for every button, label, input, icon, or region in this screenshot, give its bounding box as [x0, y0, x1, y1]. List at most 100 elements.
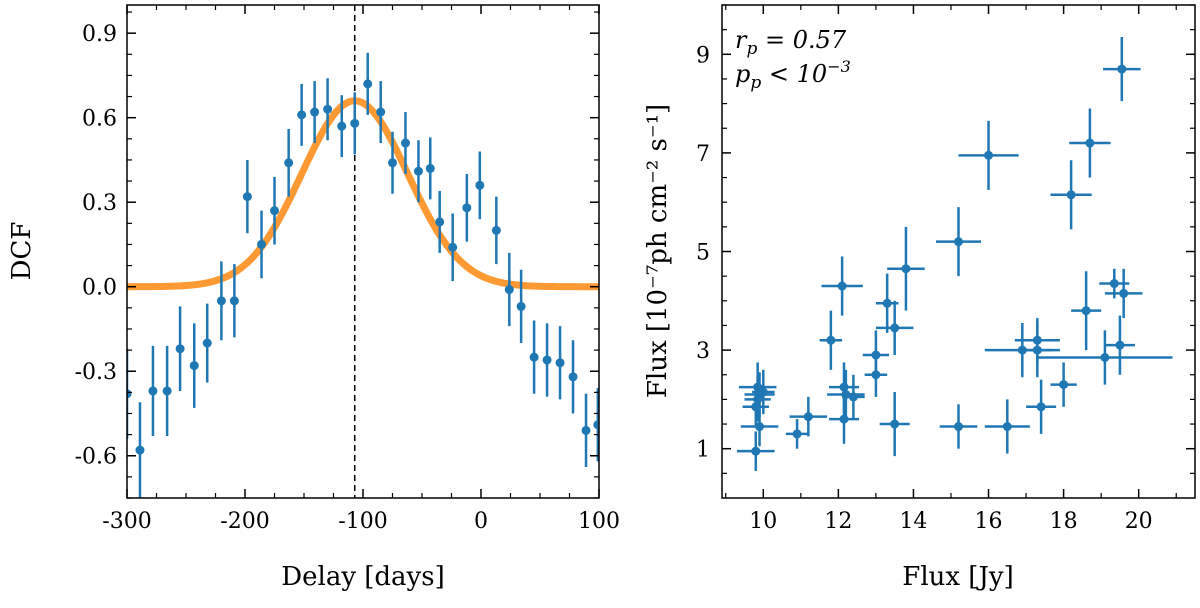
flux-xtick-label: 14: [899, 509, 927, 534]
dcf-point: [310, 81, 320, 144]
dcf-marker: [229, 296, 239, 306]
flux-point: [1026, 379, 1057, 434]
dcf-marker: [491, 225, 501, 235]
dcf-point: [175, 306, 185, 391]
dcf-marker: [257, 239, 267, 249]
dcf-ytick-label: -0.6: [75, 445, 117, 470]
dcf-point: [475, 151, 485, 220]
flux-marker: [1115, 340, 1125, 350]
flux-point: [1050, 362, 1077, 407]
flux-ticks: 10 12 14 16 18 20 1 3 5 7 9: [696, 4, 1195, 534]
dcf-marker: [413, 166, 423, 176]
dcf-marker: [337, 121, 347, 131]
dcf-point: [127, 348, 132, 439]
flux-point: [1022, 322, 1053, 378]
dcf-point: [593, 388, 599, 462]
dcf-marker: [555, 358, 565, 368]
dcf-marker: [297, 110, 307, 120]
dcf-point: [148, 345, 158, 437]
dcf-point: [388, 131, 397, 194]
dcf-point: [581, 393, 591, 468]
dcf-point: [491, 196, 501, 265]
dcf-xtick-label: -200: [220, 509, 269, 534]
flux-point: [827, 369, 865, 420]
dcf-marker: [350, 118, 360, 128]
flux-marker: [954, 237, 963, 247]
dcf-marker: [504, 285, 514, 295]
dcf-point: [284, 128, 294, 197]
dcf-point: [448, 213, 458, 282]
flux-point: [785, 419, 809, 449]
dcf-point: [542, 323, 552, 397]
flux-marker: [755, 422, 765, 432]
flux-xlabel: Flux [Jy]: [902, 562, 1013, 592]
dcf-marker: [148, 386, 158, 396]
flux-marker: [890, 419, 900, 429]
dcf-point: [363, 52, 373, 115]
flux-point: [742, 387, 769, 427]
flux-marker: [984, 150, 994, 160]
dcf-point: [350, 92, 360, 155]
dcf-point: [216, 261, 226, 341]
dcf-marker: [127, 389, 132, 399]
dcf-point: [257, 210, 267, 279]
flux-point: [1103, 37, 1141, 102]
dcf-ylabel: DCF: [7, 222, 37, 281]
flux-point: [1069, 108, 1111, 178]
flux-point: [842, 374, 865, 420]
flux-ytick-label: 9: [696, 43, 710, 68]
pearson-r-annotation: rp = 0.57: [735, 26, 847, 59]
flux-marker: [839, 414, 849, 424]
dcf-marker: [462, 203, 472, 213]
dcf-marker: [593, 420, 599, 430]
flux-marker: [751, 446, 761, 456]
dcf-point: [516, 269, 526, 344]
dcf-marker: [529, 352, 539, 362]
flux-marker: [758, 387, 768, 397]
flux-ytick-label: 7: [696, 142, 710, 167]
dcf-marker: [516, 301, 526, 311]
dcf-point: [323, 78, 333, 141]
flux-marker: [1017, 345, 1027, 355]
dcf-point: [270, 176, 279, 245]
dcf-ytick-label: 0.9: [82, 22, 117, 47]
flux-point: [1071, 271, 1102, 351]
dcf-point: [555, 326, 565, 400]
flux-point: [864, 352, 888, 397]
dcf-ytick-label: 0.6: [82, 107, 117, 132]
dcf-ytick-label: 0.0: [82, 276, 117, 301]
dcf-point: [568, 340, 578, 414]
dcf-marker: [175, 344, 185, 354]
dcf-marker: [581, 425, 591, 435]
flux-marker: [803, 412, 813, 422]
dcf-marker: [216, 296, 226, 306]
flux-point: [1037, 330, 1173, 385]
flux-point: [1104, 315, 1135, 375]
dcf-point: [229, 264, 239, 338]
dcf-ytick-label: -0.3: [75, 360, 117, 385]
dcf-marker: [270, 206, 279, 216]
pearson-p-annotation: pp < 10−3: [735, 57, 851, 93]
dcf-marker: [284, 158, 294, 168]
dcf-point: [337, 95, 347, 158]
dcf-point: [135, 402, 145, 498]
flux-xtick-label: 12: [824, 509, 852, 534]
flux-point: [744, 377, 771, 422]
dcf-marker: [323, 104, 333, 114]
dcf-point: [202, 303, 212, 383]
dcf-point: [504, 252, 514, 327]
flux-point: [887, 226, 925, 311]
flux-marker: [871, 370, 881, 380]
dcf-marker: [310, 107, 320, 117]
dcf-marker: [376, 107, 386, 117]
dcf-point: [297, 83, 307, 146]
flux-marker: [954, 422, 963, 432]
flux-marker: [1066, 190, 1076, 200]
flux-plot-area: [737, 37, 1173, 471]
dcf-ytick-label: 0.3: [82, 191, 117, 216]
flux-xtick-label: 20: [1125, 509, 1153, 534]
flux-marker: [901, 264, 911, 274]
dcf-xtick-label: 0: [474, 509, 488, 534]
dcf-marker: [475, 180, 485, 190]
